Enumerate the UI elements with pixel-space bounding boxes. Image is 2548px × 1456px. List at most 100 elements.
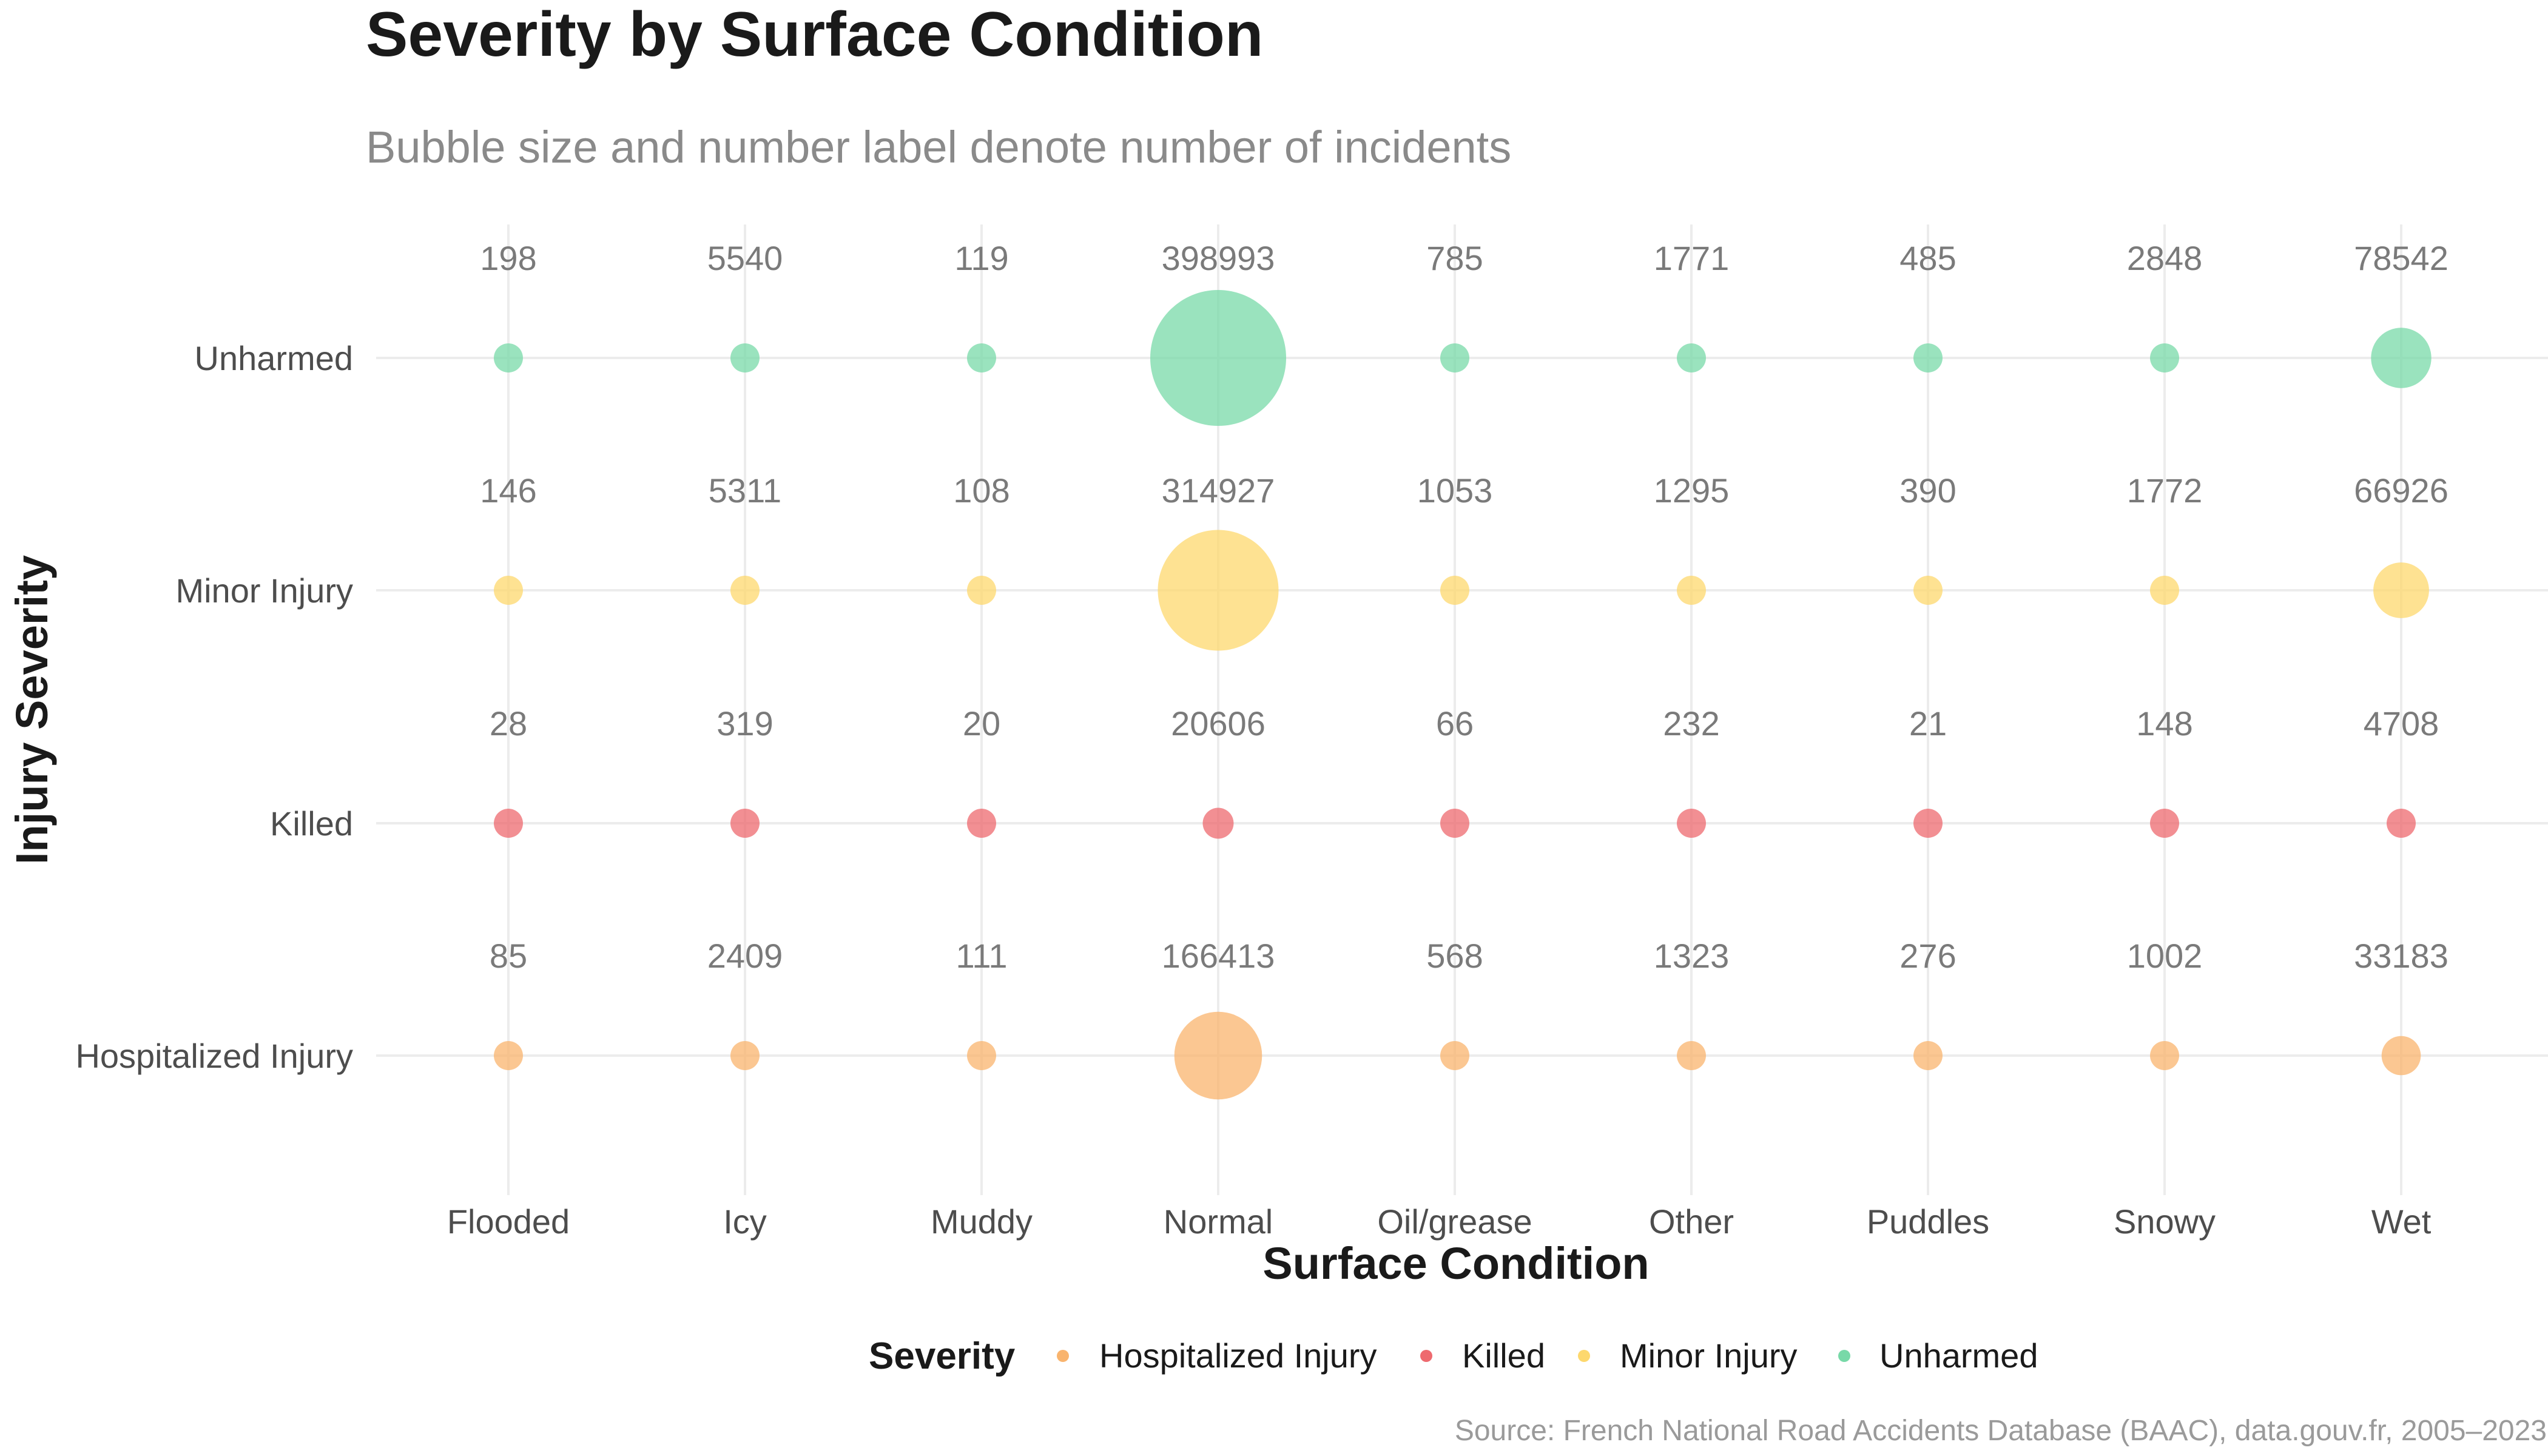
bubble-killed-muddy	[967, 809, 996, 838]
bubble-killed-puddles	[1913, 809, 1943, 838]
count-label-killed-wet: 4708	[2364, 704, 2439, 743]
bubble-killed-other	[1677, 809, 1706, 838]
count-label-killed-normal: 20606	[1171, 704, 1266, 743]
bubble-unharmed-snowy	[2150, 343, 2179, 372]
count-label-unharmed-puddles: 485	[1899, 239, 1956, 277]
bubble-minor-injury-other	[1677, 576, 1706, 605]
legend-swatch-killed	[1420, 1350, 1432, 1362]
count-label-minor-injury-flooded: 146	[480, 471, 536, 510]
bubble-hospitalized-injury-normal	[1174, 1011, 1262, 1100]
bubble-unharmed-wet	[2371, 328, 2432, 388]
legend-swatch-unharmed	[1838, 1350, 1850, 1362]
y-tick-hospitalized-injury: Hospitalized Injury	[75, 1037, 353, 1075]
count-label-killed-muddy: 20	[963, 704, 1000, 743]
legend: Severity Hospitalized Injury Killed Mino…	[869, 1335, 2038, 1377]
bubble-killed-flooded	[494, 809, 523, 838]
x-tick-labels: Flooded Icy Muddy Normal Oil/grease Other Pudd…	[447, 1202, 2432, 1241]
x-tick-oil-grease: Oil/grease	[1377, 1202, 1532, 1241]
bubble-unharmed-puddles	[1913, 343, 1943, 372]
count-label-minor-injury-wet: 66926	[2354, 471, 2449, 510]
bubble-killed-snowy	[2150, 809, 2179, 838]
bubble-minor-injury-puddles	[1913, 576, 1943, 605]
count-label-hospitalized-injury-puddles: 276	[1899, 937, 1956, 975]
bubble-hospitalized-injury-icy	[730, 1041, 760, 1070]
count-label-minor-injury-muddy: 108	[953, 471, 1009, 510]
count-label-hospitalized-injury-icy: 2409	[707, 937, 783, 975]
count-label-minor-injury-normal: 314927	[1162, 471, 1275, 510]
count-label-unharmed-oil-grease: 785	[1426, 239, 1483, 277]
bubble-killed-wet	[2387, 809, 2416, 838]
source-caption: Source: French National Road Accidents D…	[1455, 1415, 2547, 1447]
count-label-hospitalized-injury-oil-grease: 568	[1426, 937, 1483, 975]
chart-subtitle: Bubble size and number label denote numb…	[366, 122, 1511, 172]
bubble-unharmed-other	[1677, 343, 1706, 372]
count-label-hospitalized-injury-wet: 33183	[2354, 937, 2449, 975]
count-label-unharmed-muddy: 119	[954, 239, 1008, 277]
bubble-unharmed-oil-grease	[1440, 343, 1469, 372]
bubble-minor-injury-snowy	[2150, 576, 2179, 605]
bubble-unharmed-icy	[730, 343, 760, 372]
x-tick-other: Other	[1649, 1202, 1734, 1241]
bubble-minor-injury-icy	[730, 576, 760, 605]
count-label-hospitalized-injury-muddy: 111	[956, 937, 1007, 975]
count-label-minor-injury-icy: 5311	[709, 471, 781, 510]
legend-swatch-hospitalized-injury	[1057, 1350, 1069, 1362]
bubble-minor-injury-oil-grease	[1440, 576, 1469, 605]
bubble-minor-injury-normal	[1158, 530, 1279, 651]
x-axis-label: Surface Condition	[1262, 1238, 1649, 1289]
count-label-hospitalized-injury-other: 1323	[1654, 937, 1730, 975]
bubbles	[494, 290, 2432, 1100]
x-tick-wet: Wet	[2371, 1202, 2432, 1241]
count-label-killed-snowy: 148	[2136, 704, 2192, 743]
bubble-killed-normal	[1202, 807, 1234, 839]
bubble-killed-icy	[730, 809, 760, 838]
x-tick-flooded: Flooded	[447, 1202, 570, 1241]
y-tick-unharmed: Unharmed	[195, 339, 353, 377]
bubble-hospitalized-injury-puddles	[1913, 1041, 1943, 1070]
count-labels: 198 5540 119 398993 785 1771 485 2848 78542 146 53…	[480, 239, 2449, 975]
bubble-unharmed-muddy	[967, 343, 996, 372]
legend-label-unharmed: Unharmed	[1879, 1336, 2038, 1375]
bubble-unharmed-normal	[1150, 290, 1286, 426]
x-tick-snowy: Snowy	[2114, 1202, 2216, 1241]
bubble-hospitalized-injury-oil-grease	[1440, 1041, 1469, 1070]
bubble-unharmed-flooded	[494, 343, 523, 372]
count-label-minor-injury-other: 1295	[1654, 471, 1730, 510]
count-label-minor-injury-oil-grease: 1053	[1417, 471, 1493, 510]
legend-title: Severity	[869, 1335, 1016, 1377]
count-label-killed-puddles: 21	[1909, 704, 1947, 743]
legend-label-hospitalized-injury: Hospitalized Injury	[1099, 1336, 1377, 1375]
count-label-killed-oil-grease: 66	[1436, 704, 1474, 743]
bubble-hospitalized-injury-other	[1677, 1041, 1706, 1070]
count-label-killed-flooded: 28	[490, 704, 527, 743]
count-label-unharmed-wet: 78542	[2354, 239, 2449, 277]
y-axis-label: Injury Severity	[7, 555, 57, 864]
x-tick-normal: Normal	[1164, 1202, 1273, 1241]
bubble-hospitalized-injury-wet	[2381, 1036, 2421, 1076]
x-tick-icy: Icy	[723, 1202, 767, 1241]
legend-swatch-minor-injury	[1578, 1350, 1590, 1362]
count-label-unharmed-normal: 398993	[1162, 239, 1275, 277]
count-label-unharmed-other: 1771	[1654, 239, 1730, 277]
bubble-minor-injury-muddy	[967, 576, 996, 605]
legend-label-minor-injury: Minor Injury	[1620, 1336, 1798, 1375]
bubble-hospitalized-injury-snowy	[2150, 1041, 2179, 1070]
count-label-unharmed-snowy: 2848	[2127, 239, 2203, 277]
bubble-hospitalized-injury-muddy	[967, 1041, 996, 1070]
bubble-hospitalized-injury-flooded	[494, 1041, 523, 1070]
bubble-minor-injury-wet	[2373, 562, 2429, 618]
count-label-hospitalized-injury-normal: 166413	[1162, 937, 1275, 975]
chart-title: Severity by Surface Condition	[366, 0, 1263, 70]
count-label-hospitalized-injury-flooded: 85	[490, 937, 527, 975]
y-tick-killed: Killed	[270, 804, 353, 843]
y-tick-minor-injury: Minor Injury	[175, 571, 353, 610]
bubble-minor-injury-flooded	[494, 576, 523, 605]
count-label-unharmed-icy: 5540	[707, 239, 783, 277]
bubble-killed-oil-grease	[1440, 809, 1469, 838]
legend-label-killed: Killed	[1462, 1336, 1545, 1375]
count-label-killed-other: 232	[1663, 704, 1719, 743]
y-tick-labels: Unharmed Minor Injury Killed Hospitalized I…	[75, 339, 353, 1075]
x-tick-puddles: Puddles	[1867, 1202, 1989, 1241]
count-label-minor-injury-snowy: 1772	[2127, 471, 2203, 510]
